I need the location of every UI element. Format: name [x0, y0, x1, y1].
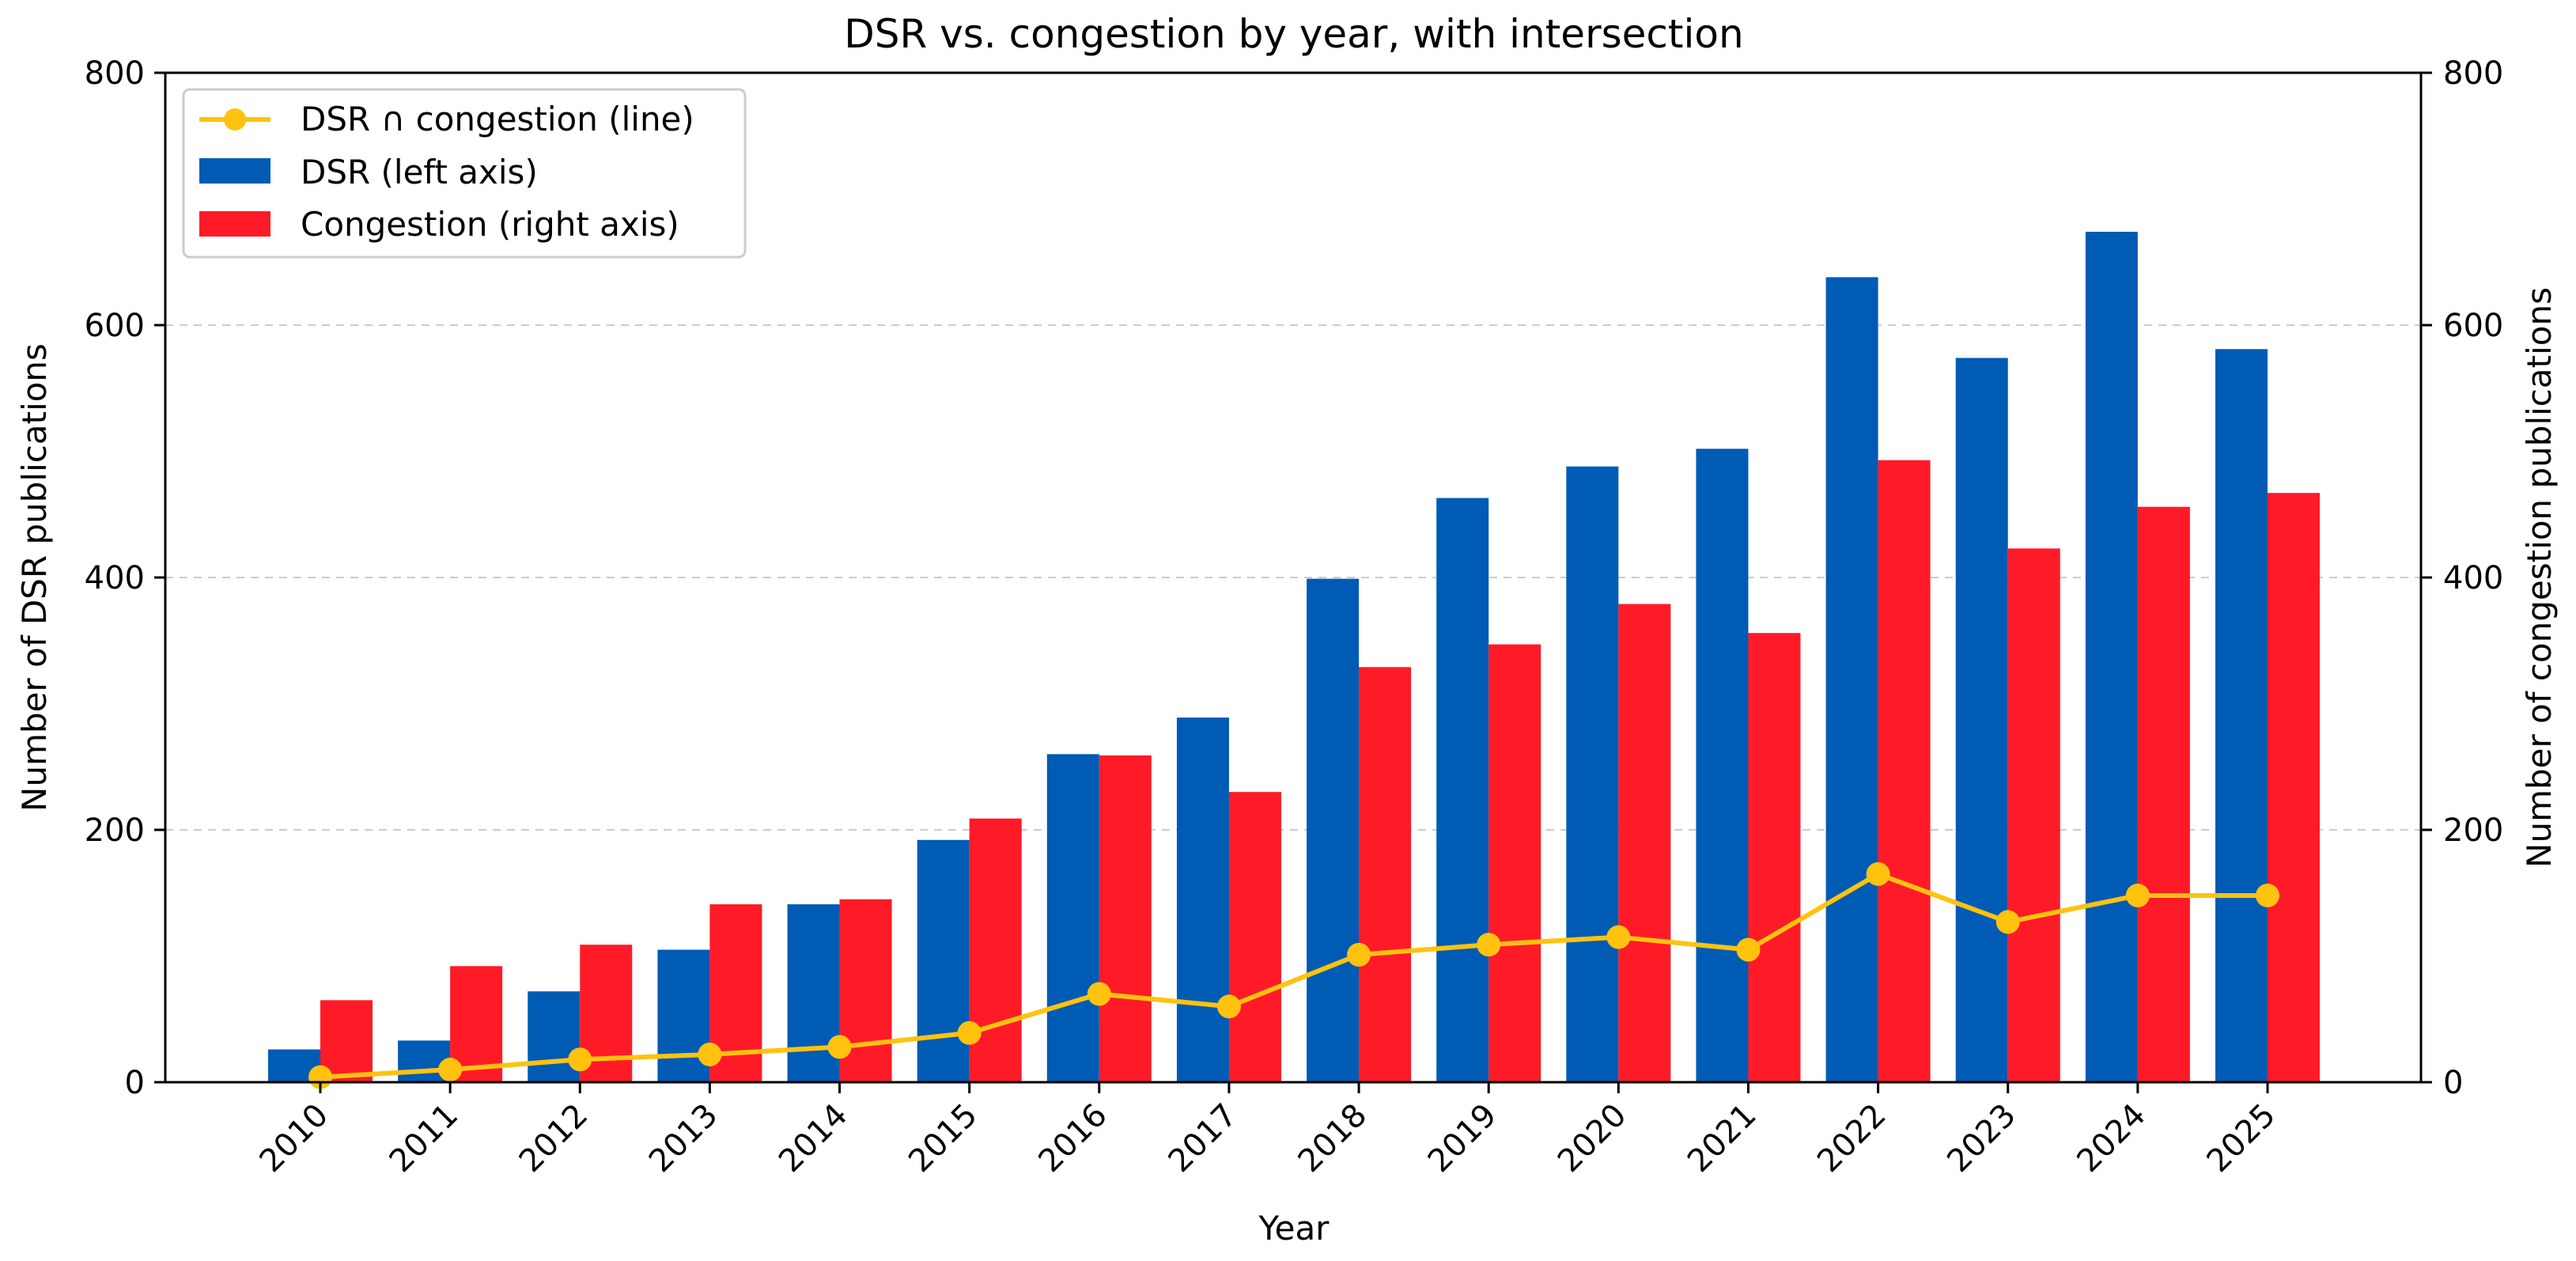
x-tick-label: 2020	[1551, 1097, 1634, 1180]
y-tick-label-right: 0	[2443, 1065, 2463, 1101]
bars-layer	[268, 231, 2320, 1083]
bar-dsr-2024	[2085, 231, 2138, 1083]
y-tick-label-right: 600	[2443, 308, 2503, 344]
x-tick-label: 2015	[902, 1097, 985, 1180]
point-intersection-2018	[1347, 942, 1371, 967]
y-tick-label-left: 200	[85, 812, 145, 849]
y-axis-title-right: Number of congestion publications	[2520, 287, 2559, 868]
bar-congestion-2024	[2137, 506, 2190, 1082]
bar-dsr-2019	[1436, 498, 1489, 1082]
x-tick-label: 2012	[513, 1097, 596, 1180]
x-tick-label: 2016	[1031, 1097, 1114, 1180]
point-intersection-2021	[1736, 937, 1761, 962]
bar-congestion-2015	[969, 818, 1022, 1082]
bar-dsr-2012	[528, 991, 581, 1082]
bar-dsr-2023	[1955, 358, 2008, 1083]
legend: DSR ∩ congestion (line) DSR (left axis) …	[182, 88, 747, 259]
chart-title: DSR vs. congestion by year, with interse…	[844, 11, 1743, 57]
legend-marker-swatch	[224, 108, 246, 131]
x-tick-label: 2025	[2200, 1097, 2283, 1180]
point-intersection-2023	[1995, 910, 2020, 934]
bar-dsr-2021	[1696, 449, 1749, 1082]
x-tick-label: 2021	[1681, 1097, 1764, 1180]
x-tick-label: 2022	[1810, 1097, 1893, 1180]
point-intersection-2019	[1477, 933, 1501, 957]
bar-congestion-2020	[1618, 604, 1671, 1082]
legend-label-dsr: DSR (left axis)	[301, 153, 538, 191]
bar-congestion-2010	[320, 1000, 373, 1082]
bar-congestion-2018	[1359, 667, 1412, 1082]
point-intersection-2020	[1606, 925, 1631, 949]
bar-dsr-2022	[1825, 277, 1878, 1082]
legend-swatch-congestion	[199, 211, 270, 237]
bar-dsr-2017	[1176, 718, 1229, 1082]
line-intersection	[320, 871, 2268, 1080]
bar-congestion-2023	[2007, 548, 2060, 1082]
y-tick-label-right: 800	[2443, 55, 2503, 92]
bar-dsr-2025	[2215, 349, 2268, 1082]
point-intersection-2012	[568, 1047, 592, 1072]
x-tick-label: 2017	[1161, 1097, 1244, 1180]
y-tick-label-left: 800	[85, 55, 145, 92]
x-tick-label: 2011	[383, 1097, 466, 1180]
bar-congestion-2025	[2268, 493, 2320, 1082]
point-intersection-2024	[2125, 883, 2150, 907]
legend-swatch-dsr	[199, 158, 270, 184]
y-tick-label-left: 400	[85, 560, 145, 596]
bar-dsr-2016	[1046, 754, 1099, 1082]
y-axis-title-left: Number of DSR publications	[15, 343, 54, 812]
x-tick-label: 2024	[2070, 1097, 2153, 1180]
x-tick-label: 2014	[772, 1097, 855, 1180]
x-tick-label: 2023	[1940, 1097, 2023, 1180]
x-tick-label: 2013	[642, 1097, 725, 1180]
line-layer	[308, 861, 2279, 1089]
y-tick-label-right: 200	[2443, 812, 2503, 849]
x-tick-label: 2019	[1421, 1097, 1504, 1180]
bar-dsr-2020	[1566, 466, 1619, 1082]
bar-congestion-2021	[1748, 633, 1801, 1082]
point-intersection-2016	[1087, 982, 1111, 1006]
point-intersection-2013	[698, 1042, 722, 1066]
legend-label-intersection: DSR ∩ congestion (line)	[301, 100, 694, 138]
point-intersection-2015	[957, 1021, 982, 1045]
x-tick-label: 2018	[1292, 1097, 1375, 1180]
grid-layer	[165, 324, 2421, 831]
bar-congestion-2017	[1228, 792, 1281, 1082]
x-tick-label: 2010	[253, 1097, 336, 1180]
bar-congestion-2016	[1099, 755, 1152, 1082]
point-intersection-2017	[1216, 994, 1241, 1019]
x-axis-title: Year	[1258, 1209, 1330, 1248]
y-tick-label-left: 0	[125, 1065, 145, 1101]
point-intersection-2014	[827, 1035, 852, 1059]
legend-box	[182, 88, 747, 259]
bar-dsr-2015	[917, 839, 970, 1082]
y-tick-label-right: 400	[2443, 560, 2503, 596]
bar-congestion-2019	[1488, 644, 1541, 1082]
y-tick-label-left: 600	[85, 308, 145, 344]
point-intersection-2022	[1866, 861, 1890, 886]
legend-label-congestion: Congestion (right axis)	[301, 205, 679, 244]
point-intersection-2011	[438, 1058, 463, 1082]
bar-dsr-2018	[1307, 578, 1360, 1082]
bar-congestion-2022	[1878, 460, 1931, 1082]
point-intersection-2025	[2256, 883, 2279, 907]
